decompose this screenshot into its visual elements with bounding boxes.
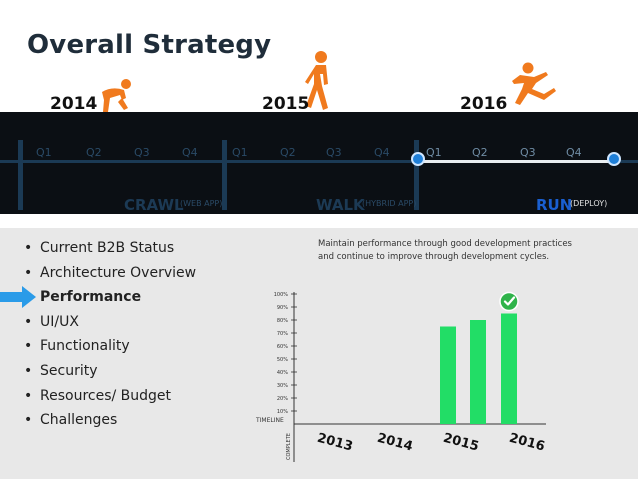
quarter-label: Q2 [472, 146, 488, 159]
bullet-icon: • [24, 387, 33, 404]
agenda-item-highlighted: Performance [22, 285, 196, 310]
walking-figure-icon [305, 51, 328, 110]
phase-walk-sub: (HYBRID APP) [362, 199, 417, 208]
agenda-item: • Functionality [22, 334, 196, 359]
running-figure-icon [512, 62, 556, 105]
agenda-item-label: UI/UX [40, 313, 79, 330]
bullet-icon: • [24, 313, 33, 330]
phase-crawl-label: CRAWL [124, 196, 184, 214]
timeline-active-line [418, 160, 614, 163]
quarter-label: Q1 [232, 146, 248, 159]
phase-run-sub: (DEPLOY) [570, 199, 608, 208]
y-tick-label: 50% [277, 357, 288, 363]
x-axis-label: TIMELINE [255, 417, 284, 424]
agenda-item-label: Functionality [40, 338, 130, 355]
agenda-item: • Architecture Overview [22, 261, 196, 286]
quarter-label: Q2 [86, 146, 102, 159]
agenda-item-label: Performance [40, 289, 142, 306]
y-tick-label: 90% [277, 305, 288, 311]
agenda-list: • Current B2B Status • Architecture Overvi… [22, 236, 196, 433]
quarter-label: Q3 [134, 146, 150, 159]
agenda-item: • Resources/ Budget [22, 384, 196, 409]
bullet-icon: • [24, 264, 33, 281]
timeline-end-dot [607, 152, 621, 166]
progress-chart: 10% 20% 30% 40% 50% 60% 70% 80% 90% 100% TIMELINE C… [255, 291, 546, 462]
agenda-item-label: Architecture Overview [40, 264, 197, 281]
timeline-divider [414, 140, 419, 210]
performance-description: Maintain performance through good develo… [318, 239, 572, 262]
timeline-line [0, 160, 418, 163]
y-tick-label: 40% [277, 370, 288, 376]
quarter-label: Q3 [520, 146, 536, 159]
y-tick-label: 100% [274, 292, 289, 298]
bullet-icon: • [24, 240, 33, 256]
quarter-label: Q4 [566, 146, 582, 159]
phase-crawl-sub: (WEB APP) [180, 199, 223, 208]
quarter-label: Q3 [326, 146, 342, 159]
y-tick-label: 10% [277, 409, 288, 415]
agenda-item-label: Challenges [40, 412, 118, 429]
bar [501, 313, 517, 424]
check-mark [503, 296, 516, 306]
x-tick-label: 2016 [507, 431, 546, 455]
bullet-icon: • [24, 362, 33, 379]
quarter-label: Q2 [280, 146, 296, 159]
quarter-label: Q4 [182, 146, 198, 159]
crawling-figure-icon [102, 79, 131, 112]
quarter-label: Q1 [36, 146, 52, 159]
phase-walk-label: WALK [316, 196, 365, 214]
y-tick-label: 80% [277, 318, 288, 324]
agenda-item-label: Security [40, 362, 98, 379]
bullet-icon: • [24, 412, 33, 429]
quarter-label: Q1 [426, 146, 442, 159]
bar [470, 320, 486, 424]
year-label-2016: 2016 [460, 94, 508, 114]
y-tick-label: 60% [277, 344, 288, 350]
timeline-band [0, 112, 638, 214]
agenda-item: • UI/UX [22, 310, 196, 335]
agenda-item: • Security [22, 359, 196, 384]
bar [440, 326, 456, 424]
x-tick-label: 2013 [315, 431, 354, 455]
agenda-item-label: Resources/ Budget [40, 387, 172, 404]
agenda-item: • Current B2B Status [22, 236, 196, 261]
timeline-line-end [614, 160, 638, 163]
page-title: Overall Strategy [27, 30, 272, 60]
year-label-2015: 2015 [262, 94, 310, 114]
year-label-2014: 2014 [50, 94, 98, 114]
phase-run-label: RUN [536, 196, 573, 214]
x-tick-label: 2015 [441, 431, 480, 455]
timeline-divider [222, 140, 227, 210]
content-panel [0, 228, 638, 479]
y-tick-label: 20% [277, 396, 288, 402]
bullet-icon: • [24, 338, 33, 355]
y-tick-label: 30% [277, 383, 288, 389]
x-tick-label: 2014 [375, 431, 414, 455]
timeline-start-dot [411, 152, 425, 166]
check-icon [499, 291, 519, 312]
y-tick-label: 70% [277, 331, 288, 337]
agenda-item-label: Current B2B Status [40, 240, 175, 256]
arrow-right-icon [0, 286, 36, 308]
agenda-item: • Challenges [22, 408, 196, 433]
y-axis-label: COMPLETE [286, 433, 292, 460]
timeline-divider [18, 140, 23, 210]
quarter-label: Q4 [374, 146, 390, 159]
